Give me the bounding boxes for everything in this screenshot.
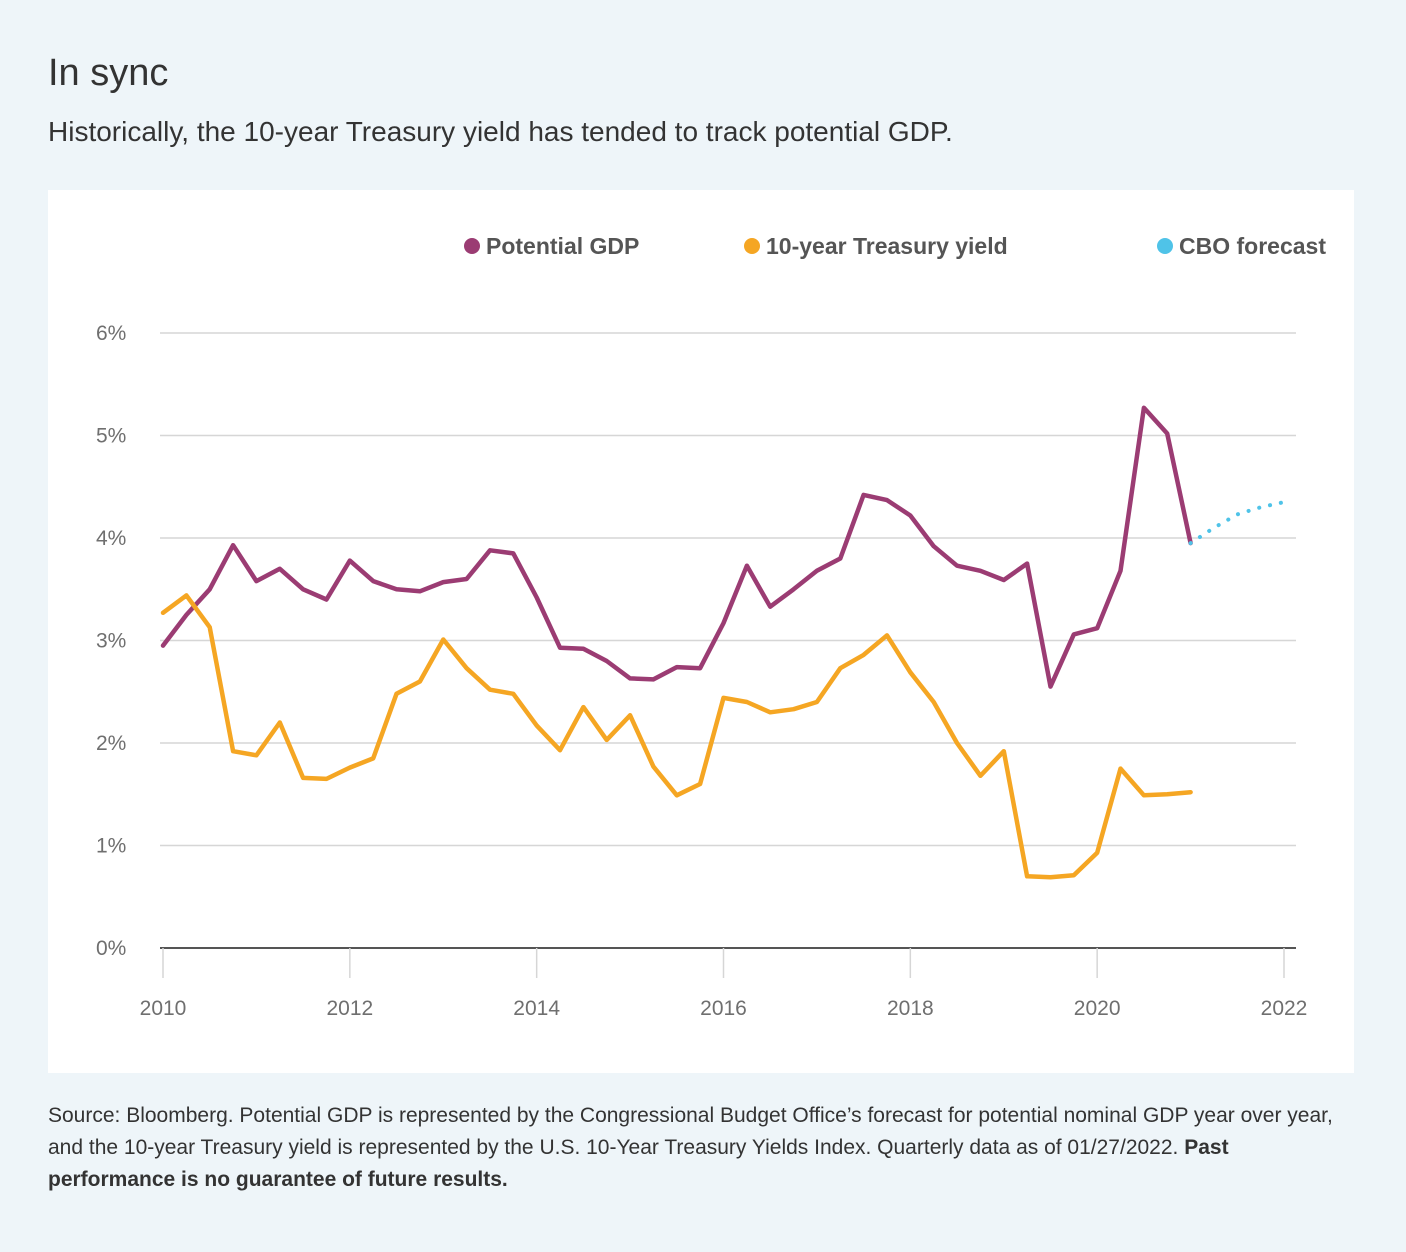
legend: Potential GDP 10-year Treasury yield CBO f… bbox=[464, 233, 1326, 259]
gridlines: 0% 1% 2% 3% 4% 5% 6% bbox=[96, 322, 1296, 960]
legend-dot bbox=[1157, 238, 1173, 254]
footnote-text: Source: Bloomberg. Potential GDP is repr… bbox=[48, 1104, 1333, 1159]
x-axis: 2010 2012 2014 2016 2018 2020 2022 bbox=[140, 947, 1308, 1020]
chart-title: In sync bbox=[48, 52, 169, 94]
legend-dot bbox=[744, 238, 760, 254]
legend-dot bbox=[464, 238, 480, 254]
x-tick-label: 2016 bbox=[700, 997, 747, 1020]
x-tick-label: 2020 bbox=[1074, 997, 1121, 1020]
y-tick-label: 6% bbox=[96, 322, 126, 345]
source-footnote: Source: Bloomberg. Potential GDP is repr… bbox=[48, 1100, 1348, 1196]
y-tick-label: 2% bbox=[96, 732, 126, 755]
x-tick-label: 2010 bbox=[140, 997, 187, 1020]
y-tick-label: 3% bbox=[96, 630, 126, 653]
y-tick-label: 1% bbox=[96, 835, 126, 858]
line-chart: 0%1%2%3%4%5%6% 2010 2012 2014 2016 2018 2020 2… bbox=[96, 233, 1326, 1020]
y-tick-label: 4% bbox=[96, 527, 126, 550]
y-tick-label: 5% bbox=[96, 425, 126, 448]
x-tick-label: 2014 bbox=[513, 997, 560, 1020]
legend-label: Potential GDP bbox=[486, 233, 639, 259]
chart-panel: 0% 1% 2% 3% 4% 5% 6% 2010 2012 2014 2016 2018 2020 2… bbox=[48, 190, 1354, 1073]
x-tick-label: 2022 bbox=[1261, 997, 1308, 1020]
footnote-disclaimer: Past performance is no guarantee of futu… bbox=[48, 1136, 1229, 1191]
series-line-potential-gdp bbox=[160, 405, 1193, 689]
legend-label: 10-year Treasury yield bbox=[766, 233, 1008, 259]
series-line-10-year-treasury-yield bbox=[160, 593, 1193, 880]
x-tick-label: 2012 bbox=[326, 997, 373, 1020]
x-tick-label: 2018 bbox=[887, 997, 934, 1020]
chart-subtitle: Historically, the 10-year Treasury yield… bbox=[48, 116, 953, 147]
series-lines bbox=[160, 405, 1286, 880]
legend-label: CBO forecast bbox=[1179, 233, 1326, 259]
y-tick-label: 0% bbox=[96, 937, 126, 960]
series-line-cbo-forecast bbox=[1188, 500, 1286, 546]
